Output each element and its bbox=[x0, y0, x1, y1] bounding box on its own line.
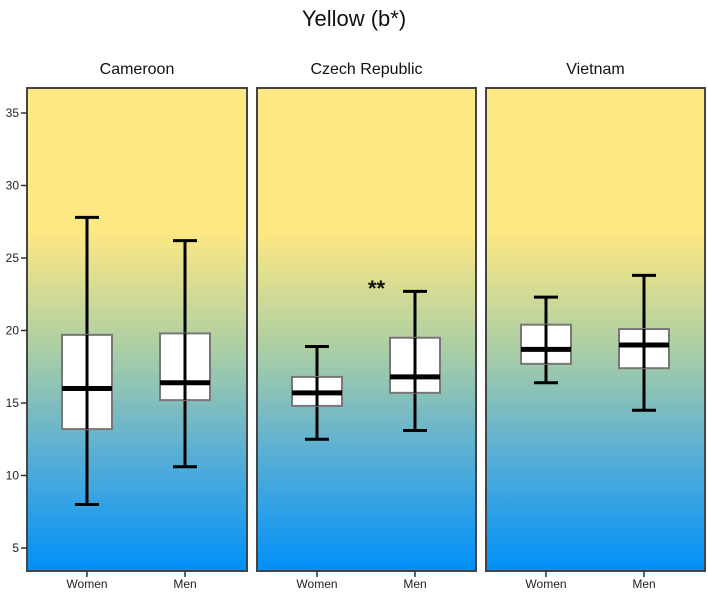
y-tick-label: 25 bbox=[6, 251, 20, 265]
panel-1 bbox=[256, 87, 477, 572]
panel-0 bbox=[26, 87, 248, 572]
panel-title: Czech Republic bbox=[310, 61, 422, 78]
x-tick-label: Men bbox=[173, 577, 196, 591]
y-tick-label: 20 bbox=[6, 324, 20, 338]
significance-annotation: ** bbox=[368, 276, 386, 301]
x-tick-label: Women bbox=[66, 577, 107, 591]
chart-title: Yellow (b*) bbox=[302, 6, 406, 31]
panel-title: Cameroon bbox=[100, 61, 175, 78]
y-tick-label: 10 bbox=[6, 469, 20, 483]
y-tick-label: 35 bbox=[6, 106, 20, 120]
x-tick-label: Men bbox=[403, 577, 426, 591]
x-tick-label: Women bbox=[525, 577, 566, 591]
y-tick-label: 30 bbox=[6, 179, 20, 193]
panel-title: Vietnam bbox=[566, 61, 624, 78]
panel-2 bbox=[485, 87, 706, 572]
y-tick-label: 15 bbox=[6, 396, 20, 410]
x-tick-label: Men bbox=[632, 577, 655, 591]
x-tick-label: Women bbox=[296, 577, 337, 591]
y-tick-label: 5 bbox=[12, 541, 19, 555]
